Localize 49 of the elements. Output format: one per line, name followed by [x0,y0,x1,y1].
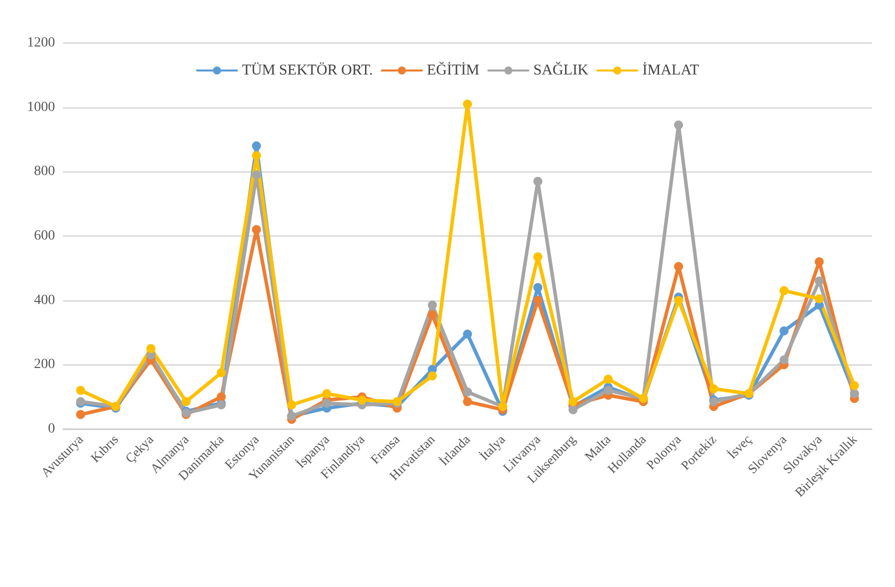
y-tick-label: 600 [34,228,55,244]
point [428,310,437,320]
point [604,386,613,395]
point [674,120,684,130]
point [604,374,613,384]
point [146,344,156,354]
point [322,389,332,398]
point [709,384,718,394]
point [814,294,824,304]
y-tick-label: 1000 [27,100,55,115]
legend-label: İMALAT [642,62,700,78]
y-tick-label: 400 [34,292,55,308]
point [252,170,261,180]
point [674,296,684,305]
point [780,355,789,364]
y-tick-label: 1200 [27,36,55,50]
point [533,282,542,292]
legend-label: SAĞLIK [533,62,589,78]
point [533,252,542,262]
point [182,397,191,406]
point [533,296,542,305]
point [216,392,226,402]
point [252,141,261,150]
y-tick-label: 800 [34,164,55,180]
point [568,397,578,406]
point [568,405,578,414]
point [463,330,472,339]
point [76,386,86,395]
point [463,397,472,406]
point [463,388,472,397]
point [428,371,437,380]
point [287,400,296,410]
legend-label: EĞİTİM [426,62,480,78]
point [216,368,226,378]
legend-label: TÜM SEKTÖR ORT. [242,62,373,78]
point [780,286,789,296]
point [357,396,366,405]
point [533,176,542,186]
point [850,381,859,390]
point [322,398,332,408]
y-tick-label: 200 [34,357,55,372]
point [780,326,789,336]
point [76,410,86,420]
point [463,100,472,109]
point [814,257,824,266]
point [674,262,684,272]
point [252,225,261,234]
point [252,151,261,160]
y-tick-label: 0 [48,422,55,436]
